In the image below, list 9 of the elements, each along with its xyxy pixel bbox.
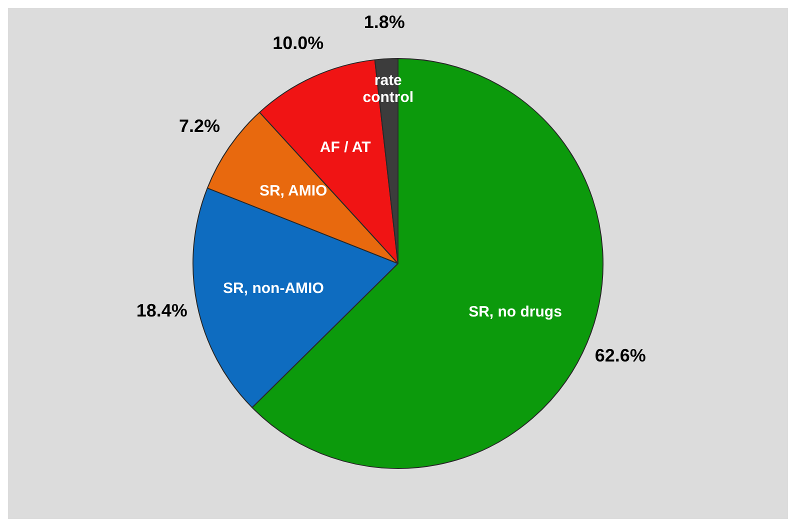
data-label: 1.8% (364, 12, 405, 32)
slice-label: SR, no drugs (468, 304, 562, 321)
slice-label: SR, AMIO (259, 182, 328, 200)
slice-label: AF / AT (320, 138, 371, 156)
data-label: 18.4% (136, 300, 188, 321)
slice-label: SR, non-AMIO (223, 280, 324, 298)
data-label: 10.0% (272, 33, 324, 54)
data-label: 7.2% (179, 116, 220, 136)
data-label: 62.6% (594, 345, 646, 366)
